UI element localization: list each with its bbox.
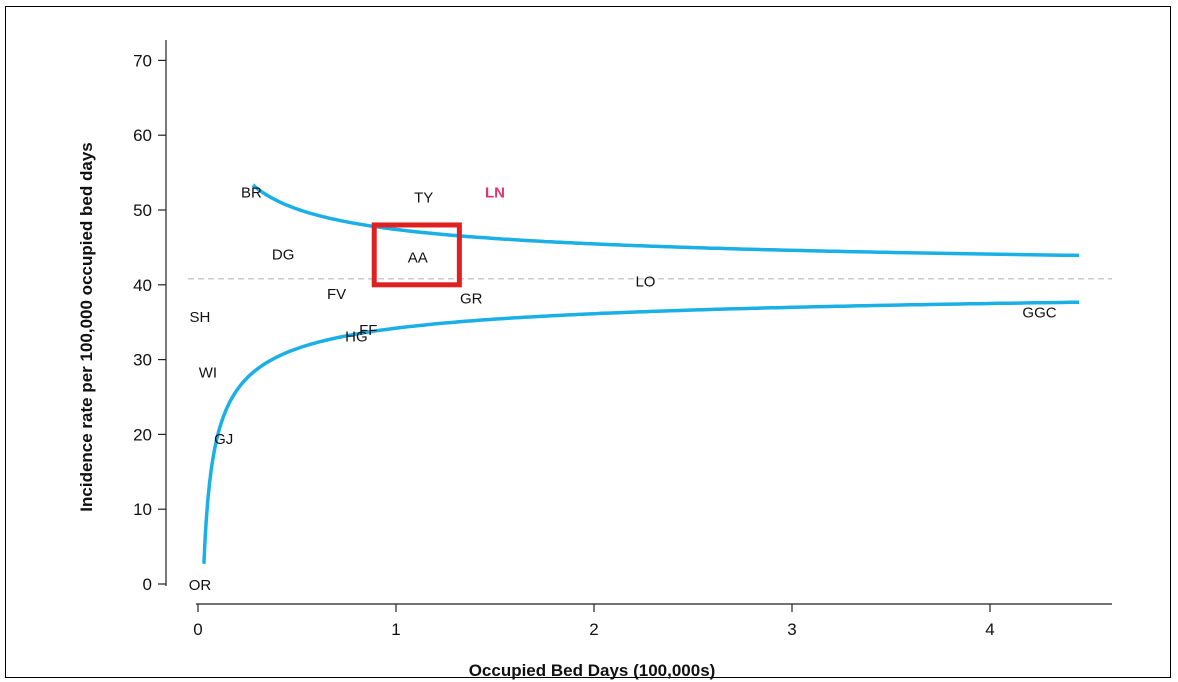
point-label-hg: HG xyxy=(345,329,368,346)
upper-control-limit xyxy=(251,183,1080,258)
point-label-br: BR xyxy=(241,184,262,201)
point-label-aa: AA xyxy=(408,249,428,266)
point-label-wi: WI xyxy=(199,365,217,382)
y-tick-label: 70 xyxy=(133,51,152,70)
point-label-gr: GR xyxy=(460,291,483,308)
point-label-ggc: GGC xyxy=(1022,305,1056,322)
y-tick-label: 20 xyxy=(133,425,152,444)
y-tick-label: 10 xyxy=(133,500,152,519)
point-label-or: OR xyxy=(189,577,212,594)
x-axis-title: Occupied Bed Days (100,000s) xyxy=(469,661,716,680)
lower-control-limit xyxy=(202,300,1080,565)
point-label-fv: FV xyxy=(327,286,346,303)
point-label-ln: LN xyxy=(485,184,505,201)
axes: 0 10 20 30 40 50 60 70 0 1 2 3 4 xyxy=(133,40,1112,639)
point-label-gj: GJ xyxy=(214,431,233,448)
x-tick-label: 3 xyxy=(787,620,796,639)
x-tick-label: 2 xyxy=(589,620,598,639)
y-tick-label: 50 xyxy=(133,201,152,220)
control-limits xyxy=(188,183,1112,565)
point-label-ty: TY xyxy=(414,190,433,207)
x-tick-label: 1 xyxy=(391,620,400,639)
point-label-sh: SH xyxy=(190,309,211,326)
figure-frame xyxy=(5,6,1171,678)
point-label-ff: FF xyxy=(359,322,377,339)
highlight-box xyxy=(371,222,462,288)
x-tick-label: 4 xyxy=(985,620,994,639)
x-tick-label: 0 xyxy=(193,620,202,639)
y-tick-label: 60 xyxy=(133,126,152,145)
y-tick-label: 30 xyxy=(133,351,152,370)
y-tick-label: 40 xyxy=(133,276,152,295)
point-label-lo: LO xyxy=(635,273,655,290)
point-label-dg: DG xyxy=(272,246,295,263)
y-tick-label: 0 xyxy=(143,575,152,594)
y-axis-title: Incidence rate per 100,000 occupied bed … xyxy=(77,142,96,511)
